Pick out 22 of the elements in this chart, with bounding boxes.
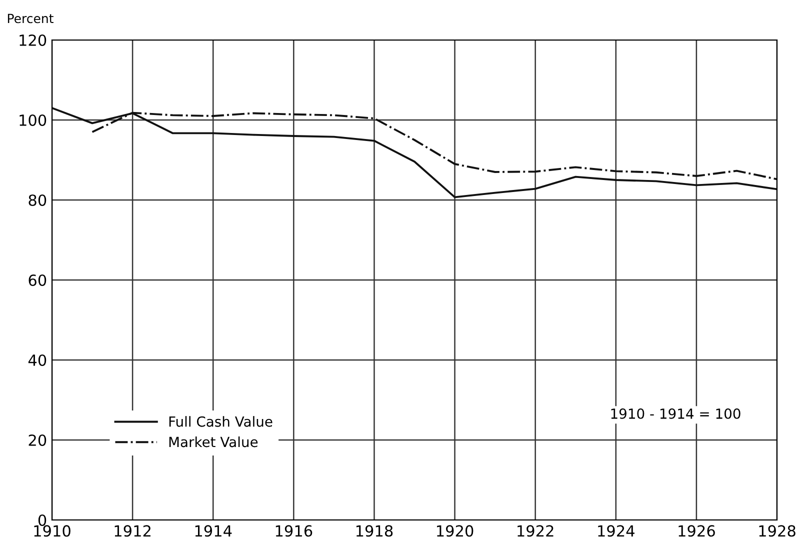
y-axis-title: Percent: [8, 14, 54, 24]
y-tick-label: 80: [28, 194, 46, 206]
x-tick-label: 1918: [356, 525, 393, 537]
y-tick-label: 120: [20, 34, 46, 46]
x-tick-label: 1922: [518, 525, 554, 537]
annotation: 1910 - 1914 = 100: [611, 408, 740, 419]
x-tick-label: 1924: [598, 525, 634, 537]
y-tick-label: 60: [28, 274, 46, 286]
legend-label: Full Cash Value: [169, 416, 272, 427]
x-tick-label: 1920: [437, 525, 474, 537]
x-tick-label: 1926: [678, 525, 715, 537]
y-tick-label: 40: [28, 354, 46, 366]
x-tick-label: 1916: [276, 525, 312, 537]
legend-label: Market Value: [169, 436, 258, 448]
y-tick-label: 0: [38, 514, 46, 526]
y-tick-label: 20: [28, 434, 46, 446]
y-tick-label: 100: [20, 114, 46, 126]
x-tick-label: 1928: [759, 525, 796, 537]
x-tick-label: 1912: [114, 525, 150, 537]
x-tick-label: 1910: [34, 525, 70, 537]
x-tick-label: 1914: [195, 525, 232, 537]
line-series: [52, 107, 777, 198]
